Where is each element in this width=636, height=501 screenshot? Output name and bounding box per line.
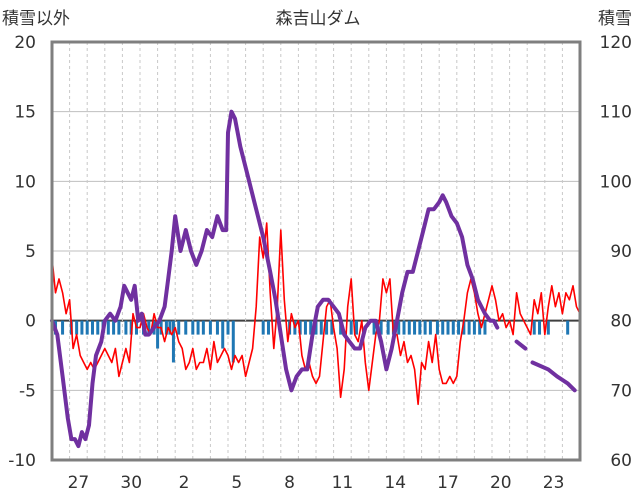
precipitation-bar: [266, 320, 270, 335]
precipitation-bar: [386, 320, 390, 335]
precipitation-bar: [124, 320, 128, 335]
left-y-tick-label: 15: [14, 103, 36, 123]
precipitation-bar: [566, 320, 570, 335]
precipitation-bar: [221, 320, 225, 349]
precipitation-bar: [423, 320, 427, 335]
precipitation-bar: [106, 320, 110, 335]
precipitation-bar: [402, 320, 406, 335]
precipitation-bar: [309, 320, 313, 335]
precipitation-bar: [446, 320, 450, 335]
precipitation-bar: [478, 320, 482, 335]
precipitation-bar: [96, 320, 100, 335]
x-tick-label: 30: [120, 473, 142, 493]
right-y-tick-label: 90: [610, 242, 632, 262]
x-tick-label: 2: [179, 473, 190, 493]
left-y-tick-label: -10: [8, 451, 36, 471]
precipitation-bar: [467, 320, 471, 335]
x-tick-label: 11: [332, 473, 354, 493]
left-y-tick-label: 10: [14, 172, 36, 192]
x-tick-label: 14: [384, 473, 406, 493]
precipitation-bar: [117, 320, 121, 335]
x-tick-label: 17: [437, 473, 459, 493]
grid: [52, 41, 580, 461]
precipitation-bar: [428, 320, 432, 335]
series-lines: [50, 109, 581, 449]
precipitation-bar: [349, 320, 353, 335]
right-y-tick-label: 60: [610, 451, 632, 471]
x-tick-label: 5: [231, 473, 242, 493]
precipitation-bar: [184, 320, 188, 335]
precipitation-bar: [435, 320, 439, 335]
precipitation-bar: [325, 320, 329, 335]
precipitation-bar: [483, 320, 487, 335]
precipitation-bar: [85, 320, 89, 335]
precipitation-bar: [330, 320, 334, 335]
x-tick-label: 23: [543, 473, 565, 493]
precipitation-bar: [168, 320, 172, 335]
precipitation-bar: [298, 320, 302, 335]
left-y-tick-label: 20: [14, 33, 36, 53]
precipitation-bar: [319, 320, 323, 335]
precipitation-bar: [441, 320, 445, 335]
precipitation-bar: [379, 320, 383, 335]
precipitation-bar: [472, 320, 476, 335]
precipitation-bar: [80, 320, 84, 335]
precipitation-bar: [372, 320, 376, 335]
precipitation-bar: [231, 320, 235, 363]
precipitation-bar: [451, 320, 455, 335]
left-y-tick-label: -5: [19, 381, 36, 401]
right-y-tick-label: 120: [600, 33, 632, 53]
precipitation-bar: [538, 320, 542, 335]
right-y-tick-label: 110: [600, 103, 632, 123]
snow-depth-line: [50, 109, 500, 449]
precipitation-bar: [303, 320, 307, 335]
precipitation-bar: [164, 320, 168, 335]
left-y-tick-label: 0: [25, 312, 36, 332]
snow-depth-line: [514, 339, 528, 351]
tick-labels: 20 15 10 5 0 -5 -10 120 110 100 90 80 70 60 27 30 2 5 8 11 1…: [8, 33, 632, 493]
precipitation-bar: [147, 320, 151, 335]
x-tick-label: 8: [284, 473, 295, 493]
precipitation-bar: [61, 320, 65, 335]
precipitation-bar: [397, 320, 401, 335]
left-axis-label: 積雪以外: [2, 9, 70, 29]
right-y-tick-label: 100: [600, 172, 632, 192]
temperature-line: [51, 222, 581, 406]
precipitation-bar: [546, 320, 550, 335]
precipitation-bar: [413, 320, 417, 335]
precipitation-bar: [407, 320, 411, 335]
right-axis-label: 積雪: [598, 9, 632, 29]
chart-title: 森吉山ダム: [276, 9, 361, 29]
plot-frame: [50, 40, 582, 462]
x-tick-label: 20: [490, 473, 512, 493]
precipitation-bar: [457, 320, 461, 335]
precipitation-bar: [354, 320, 358, 335]
precipitation-bar: [191, 320, 195, 335]
precipitation-bar: [156, 320, 160, 349]
precipitation-bar: [418, 320, 422, 335]
right-y-tick-label: 70: [610, 381, 632, 401]
precipitation-bar: [75, 320, 79, 335]
precipitation-bar: [112, 320, 116, 335]
precipitation-bar: [196, 320, 200, 335]
precipitation-bar: [261, 320, 265, 335]
precipitation-bar: [177, 320, 181, 335]
precipitation-bar: [314, 320, 318, 335]
precipitation-bar: [215, 320, 219, 335]
precipitation-bar: [90, 320, 94, 335]
precipitation-bar: [201, 320, 205, 335]
precipitation-bar: [462, 320, 466, 335]
precipitation-bar: [208, 320, 212, 335]
precipitation-bar: [171, 320, 175, 363]
right-y-tick-label: 80: [610, 312, 632, 332]
left-y-tick-label: 5: [25, 242, 36, 262]
precipitation-bar: [532, 320, 536, 335]
precipitation-bar: [226, 320, 230, 335]
x-tick-label: 27: [68, 473, 90, 493]
snow-depth-line: [530, 360, 577, 393]
